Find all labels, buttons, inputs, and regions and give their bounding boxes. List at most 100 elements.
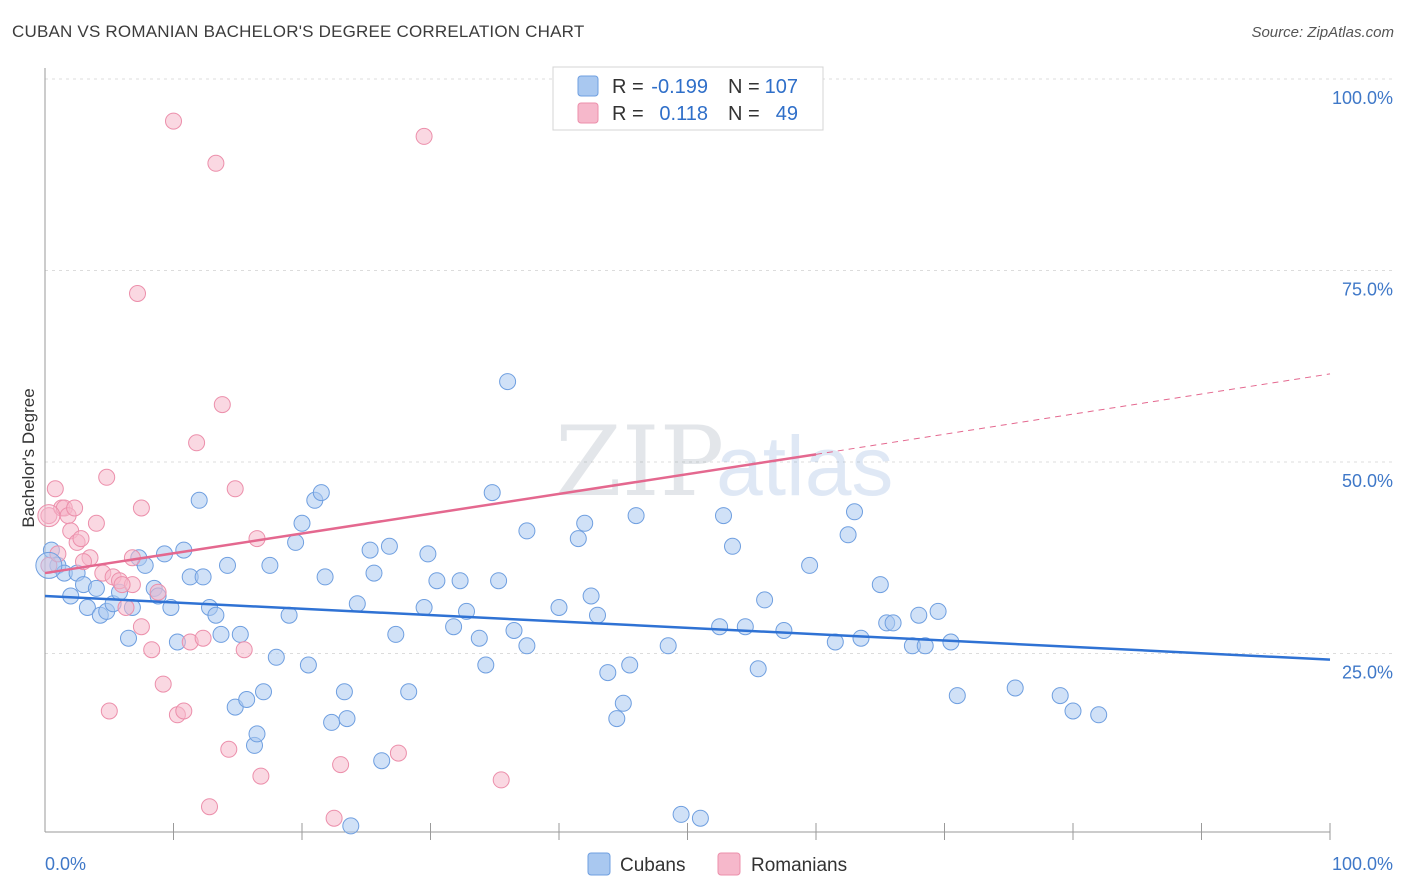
point-cubans (419, 545, 437, 563)
point-cubans (261, 556, 279, 574)
point-romanians (143, 641, 161, 659)
point-cubans (190, 491, 208, 509)
point-cubans (659, 637, 677, 655)
y-tick-label: 50.0% (1342, 471, 1393, 491)
point-romanians (129, 285, 146, 302)
point-cubans (691, 809, 709, 827)
point-romanians (492, 771, 510, 789)
point-cubans (35, 551, 63, 579)
point-cubans (756, 591, 774, 609)
point-romanians (117, 599, 135, 616)
point-cubans (293, 514, 311, 532)
point-romanians (207, 154, 225, 172)
point-romanians (49, 545, 67, 563)
point-romanians (194, 629, 212, 647)
bottom-legend-swatch-romanians (717, 852, 741, 876)
point-cubans (207, 606, 225, 624)
point-romanians (252, 767, 270, 785)
point-cubans (120, 629, 137, 647)
point-cubans (428, 572, 446, 590)
legend-n-value-cubans: 107 (765, 76, 798, 98)
point-cubans (348, 595, 366, 613)
point-romanians (325, 809, 343, 827)
point-romanians (415, 127, 433, 145)
legend-n-label-cubans: N = (728, 76, 760, 98)
point-romanians (332, 756, 350, 774)
point-romanians (201, 798, 218, 816)
point-romanians (132, 499, 150, 517)
point-romanians (175, 702, 193, 720)
y-axis-label: Bachelor's Degree (19, 388, 38, 527)
trend-lines (44, 373, 1331, 661)
trend-line-romanians (44, 453, 817, 575)
watermark-zip: ZIP (555, 406, 724, 518)
legend-r-label-cubans: R = (612, 76, 644, 98)
point-cubans (576, 514, 594, 532)
point-cubans (380, 537, 398, 555)
point-cubans (483, 484, 501, 502)
point-cubans (550, 599, 568, 616)
point-cubans (365, 564, 383, 582)
y-tick-label: 25.0% (1342, 663, 1393, 683)
point-cubans (948, 687, 966, 705)
point-cubans (839, 526, 857, 544)
point-cubans (361, 541, 379, 559)
point-cubans (342, 817, 360, 835)
bottom-legend-swatch-cubans (587, 852, 611, 876)
point-cubans (78, 599, 96, 616)
point-romanians (72, 530, 90, 548)
point-cubans (316, 568, 334, 586)
x-tick-label-max: 100.0% (1332, 854, 1393, 874)
point-romanians (100, 702, 118, 720)
point-romanians (98, 468, 116, 486)
point-cubans (238, 691, 256, 708)
point-cubans (415, 599, 433, 616)
point-cubans (846, 503, 863, 521)
point-cubans (672, 805, 690, 823)
trend-line-cubans (44, 594, 1331, 661)
point-cubans (499, 373, 517, 391)
y-tick-labels: 100.0% 75.0% 50.0% 25.0% (1332, 88, 1393, 683)
point-cubans (599, 664, 617, 682)
grid-lines (45, 78, 1393, 654)
point-cubans (323, 713, 341, 731)
legend-r-value-romanians: 0.118 (659, 103, 708, 125)
point-cubans (627, 507, 645, 525)
legend-r-label-romanians: R = (612, 103, 644, 125)
point-cubans (477, 656, 495, 674)
point-cubans (490, 572, 508, 590)
bottom-legend-label-romanians: Romanians (751, 855, 847, 876)
point-romanians (37, 504, 61, 528)
y-tick-label: 100.0% (1332, 88, 1393, 108)
point-cubans (871, 576, 889, 594)
point-cubans (775, 622, 793, 639)
point-romanians (149, 583, 167, 601)
point-cubans (569, 530, 587, 548)
point-romanians (235, 641, 253, 659)
point-cubans (518, 522, 536, 540)
point-cubans (1090, 706, 1108, 724)
point-cubans (736, 618, 754, 636)
data-points (35, 70, 1108, 835)
point-romanians (220, 740, 238, 758)
point-cubans (248, 725, 266, 743)
bottom-legend-label-cubans: Cubans (620, 855, 686, 876)
point-romanians (40, 507, 58, 525)
watermark: ZIP atlas (555, 406, 893, 518)
point-cubans (1051, 687, 1069, 705)
point-cubans (724, 537, 741, 555)
point-cubans (715, 507, 732, 525)
point-cubans (212, 625, 230, 643)
point-cubans (910, 606, 928, 624)
point-cubans (1064, 702, 1082, 720)
point-cubans (589, 606, 606, 624)
point-cubans (400, 683, 418, 701)
point-cubans (711, 618, 729, 636)
trend-extension-romanians (815, 373, 1331, 455)
point-cubans (505, 622, 523, 639)
point-cubans (929, 602, 947, 620)
point-cubans (338, 710, 356, 728)
point-cubans (470, 629, 488, 647)
point-cubans (458, 602, 475, 620)
